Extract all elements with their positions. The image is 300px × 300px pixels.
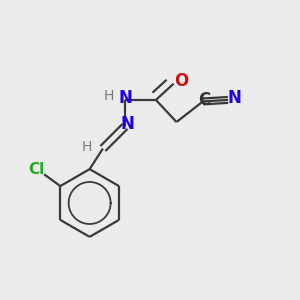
Text: H: H xyxy=(103,88,114,103)
Text: O: O xyxy=(174,72,188,90)
Text: N: N xyxy=(120,115,134,133)
Text: H: H xyxy=(82,140,92,154)
Text: N: N xyxy=(118,89,132,107)
Text: Cl: Cl xyxy=(28,162,45,177)
Text: C: C xyxy=(198,91,211,109)
Text: N: N xyxy=(228,89,242,107)
